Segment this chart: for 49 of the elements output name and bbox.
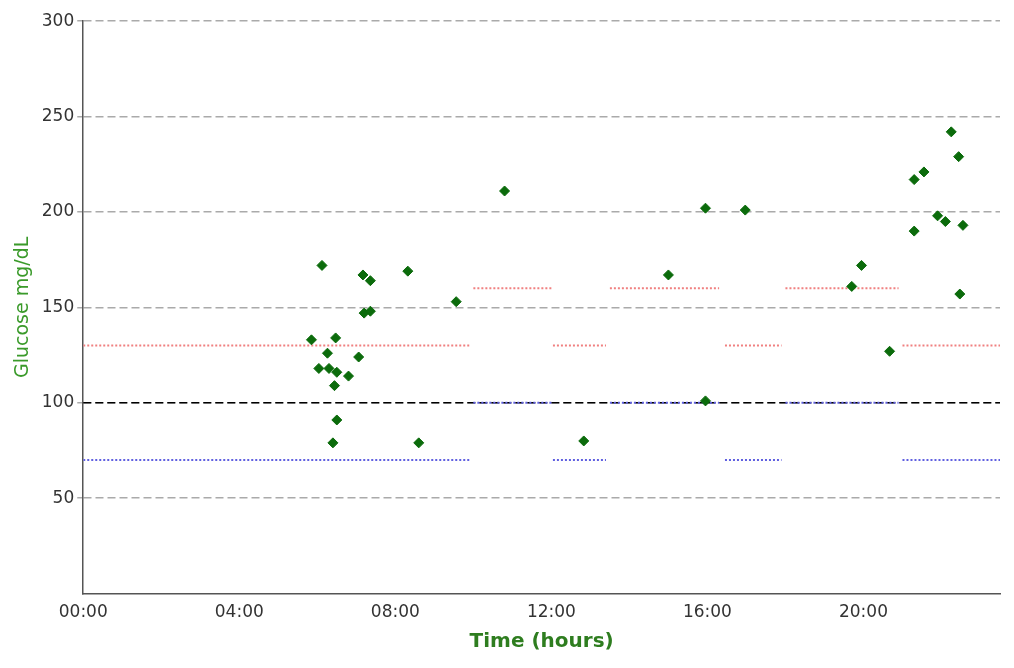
y-tick-label: 200: [41, 200, 75, 221]
y-tick-label: 150: [41, 295, 75, 316]
point: [316, 259, 328, 271]
point: [328, 380, 340, 392]
point: [699, 395, 711, 407]
x-tick-label: 16:00: [682, 601, 732, 622]
point: [353, 351, 365, 363]
point: [662, 269, 674, 281]
point: [856, 259, 868, 271]
y-tick-label: 50: [52, 486, 75, 507]
point: [908, 225, 920, 237]
point: [357, 269, 369, 281]
point: [321, 347, 333, 359]
point: [413, 437, 425, 449]
point: [450, 296, 462, 308]
y-tick-label: 250: [41, 105, 75, 126]
point: [323, 362, 335, 374]
point: [945, 126, 957, 138]
point: [846, 280, 858, 292]
point: [313, 362, 325, 374]
point: [364, 275, 376, 287]
x-tick-label: 04:00: [214, 601, 264, 622]
point: [739, 204, 751, 216]
point: [330, 332, 342, 344]
point: [939, 216, 951, 228]
point: [331, 366, 343, 378]
point: [331, 414, 343, 426]
point: [953, 151, 965, 163]
x-tick-label: 12:00: [526, 601, 576, 622]
point: [954, 288, 966, 300]
x-axis-title: Time (hours): [469, 628, 614, 653]
point: [343, 370, 355, 382]
point: [327, 437, 339, 449]
point: [932, 210, 944, 222]
y-tick-label: 300: [41, 9, 75, 30]
y-tick-label: 100: [41, 391, 75, 412]
x-tick-label: 00:00: [58, 601, 108, 622]
x-tick-label: 20:00: [838, 601, 888, 622]
point: [699, 202, 711, 214]
point: [402, 265, 414, 277]
point: [578, 435, 590, 447]
point: [499, 185, 511, 197]
point: [957, 219, 969, 231]
point: [305, 334, 317, 346]
point: [884, 345, 896, 357]
point: [908, 174, 920, 186]
y-axis-title: Glucose mg/dL: [10, 236, 33, 379]
x-tick-label: 08:00: [370, 601, 420, 622]
point: [918, 166, 930, 178]
